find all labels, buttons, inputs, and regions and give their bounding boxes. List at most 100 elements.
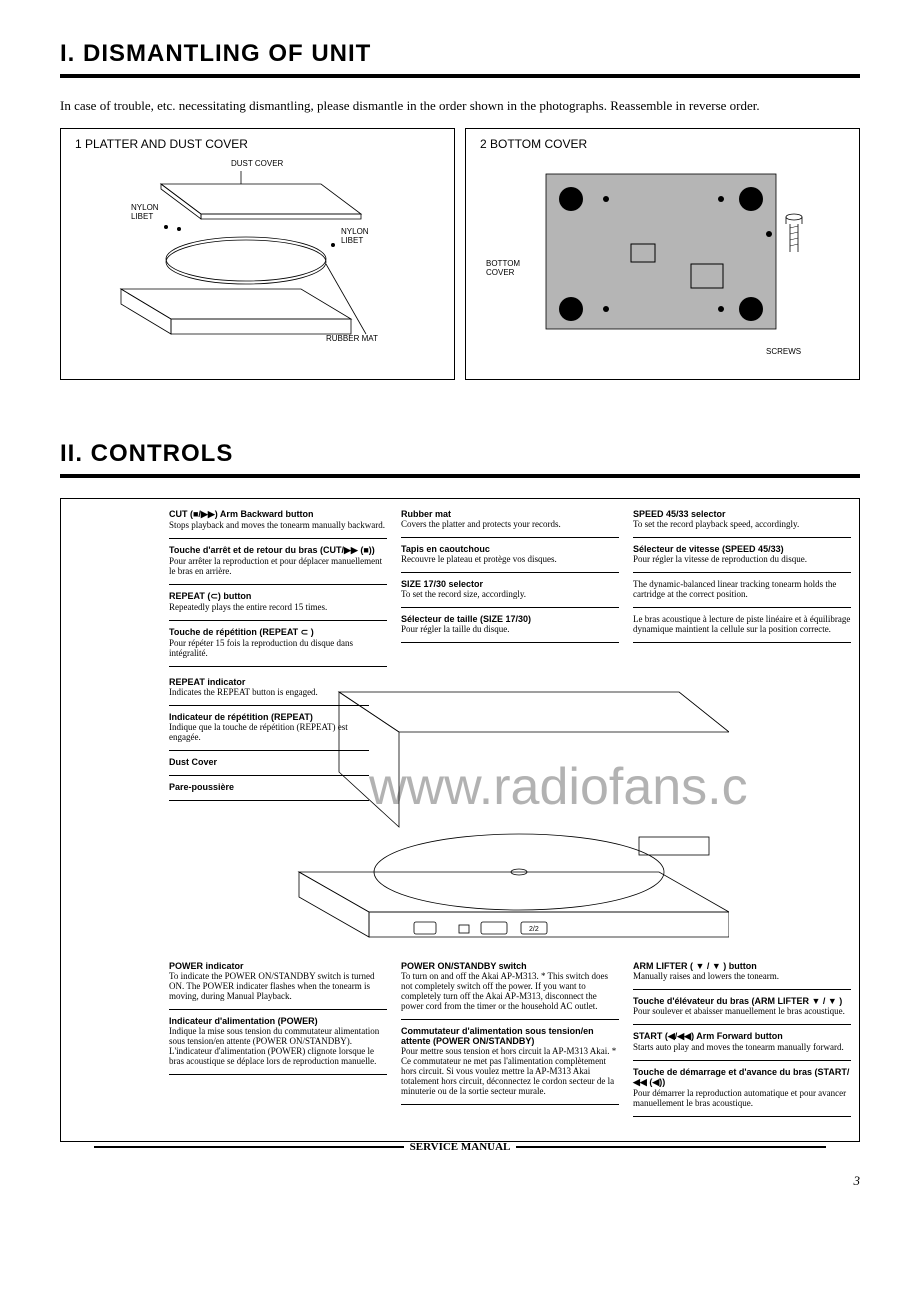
page-number: 3 [60, 1173, 860, 1189]
block-title: ARM LIFTER ( ▼ / ▼ ) button [633, 961, 851, 971]
thin-rule [401, 1019, 619, 1020]
block-text: Pour régler la taille du disque. [401, 624, 619, 634]
desc-block: ARM LIFTER ( ▼ / ▼ ) buttonManually rais… [633, 961, 851, 981]
block-title: Touche d'élévateur du bras (ARM LIFTER ▼… [633, 996, 851, 1006]
desc-block: Sélecteur de taille (SIZE 17/30)Pour rég… [401, 614, 619, 634]
desc-block: POWER indicatorTo indicate the POWER ON/… [169, 961, 387, 1001]
desc-block: Touche de démarrage et d'avance du bras … [633, 1067, 851, 1108]
label-screws: SCREWS [766, 347, 801, 356]
section2-title: II. CONTROLS [60, 440, 860, 468]
label-nylon-libet-2: NYLON LIBET [341, 227, 381, 245]
label-bottom-cover: BOTTOM COVER [486, 259, 536, 277]
block-text: The dynamic-balanced linear tracking ton… [633, 579, 851, 599]
block-title: POWER ON/STANDBY switch [401, 961, 619, 971]
block-title: Tapis en caoutchouc [401, 544, 619, 554]
diagram-1: 1 PLATTER AND DUST COVER [60, 128, 455, 380]
block-text: Covers the platter and protects your rec… [401, 519, 619, 529]
diagram-2: 2 BOTTOM COVER [465, 128, 860, 380]
desc-block: SIZE 17/30 selectorTo set the record siz… [401, 579, 619, 599]
desc-block: Le bras acoustique à lecture de piste li… [633, 614, 851, 634]
desc-block: POWER ON/STANDBY switchTo turn on and of… [401, 961, 619, 1011]
thin-rule [401, 1104, 619, 1105]
block-text: Pour mettre sous tension et hors circuit… [401, 1046, 619, 1096]
thin-rule [401, 537, 619, 538]
block-text: Stops playback and moves the tonearm man… [169, 520, 387, 530]
label-dust-cover: DUST COVER [231, 159, 283, 168]
block-text: Starts auto play and moves the tonearm m… [633, 1042, 851, 1052]
desc-block: Commutateur d'alimentation sous tension/… [401, 1026, 619, 1096]
diagrams-row: 1 PLATTER AND DUST COVER [60, 128, 860, 380]
service-manual-footer: SERVICE MANUAL [60, 1141, 860, 1153]
svg-text:2/2: 2/2 [529, 926, 539, 933]
desc-block: Sélecteur de vitesse (SPEED 45/33)Pour r… [633, 544, 851, 564]
block-text: Manually raises and lowers the tonearm. [633, 971, 851, 981]
block-title: Indicateur d'alimentation (POWER) [169, 1016, 387, 1026]
thin-rule [169, 584, 387, 585]
block-text: To turn on and off the Akai AP-M313. * T… [401, 971, 619, 1011]
bcol-1: POWER indicatorTo indicate the POWER ON/… [169, 961, 387, 1123]
desc-block: Tapis en caoutchoucRecouvre le plateau e… [401, 544, 619, 564]
turntable-drawing: 2/2 [199, 677, 729, 957]
block-title: Touche d'arrêt et de retour du bras (CUT… [169, 545, 387, 556]
block-title: SIZE 17/30 selector [401, 579, 619, 589]
block-title: Sélecteur de vitesse (SPEED 45/33) [633, 544, 851, 554]
block-text: Pour répéter 15 fois la reproduction du … [169, 638, 387, 658]
diagram1-title: 1 PLATTER AND DUST COVER [75, 137, 444, 151]
thin-rule [633, 607, 851, 608]
desc-block: Touche de répétition (REPEAT ⊂ )Pour rép… [169, 627, 387, 658]
block-text: Le bras acoustique à lecture de piste li… [633, 614, 851, 634]
col-1: CUT (■/▶▶) Arm Backward buttonStops play… [169, 509, 387, 673]
footer-text: SERVICE MANUAL [410, 1141, 511, 1153]
thin-rule [169, 666, 387, 667]
thin-rule [633, 989, 851, 990]
block-title: Rubber mat [401, 509, 619, 519]
block-title: Commutateur d'alimentation sous tension/… [401, 1026, 619, 1046]
thin-rule [169, 1009, 387, 1010]
block-text: To set the record playback speed, accord… [633, 519, 851, 529]
block-title: REPEAT (⊂) button [169, 591, 387, 602]
bcol-2: POWER ON/STANDBY switchTo turn on and of… [401, 961, 619, 1123]
col-3: SPEED 45/33 selectorTo set the record pl… [633, 509, 851, 673]
thin-rule [633, 572, 851, 573]
block-text: Pour démarrer la reproduction automatiqu… [633, 1088, 851, 1108]
block-text: Pour soulever et abaisser manuellement l… [633, 1006, 851, 1016]
thin-rule [633, 1024, 851, 1025]
block-text: Recouvre le plateau et protège vos disqu… [401, 554, 619, 564]
block-title: Touche de démarrage et d'avance du bras … [633, 1067, 851, 1088]
desc-block: Touche d'arrêt et de retour du bras (CUT… [169, 545, 387, 576]
block-text: Repeatedly plays the entire record 15 ti… [169, 602, 387, 612]
controls-body: CUT (■/▶▶) Arm Backward buttonStops play… [60, 498, 860, 1142]
platter-diagram [71, 159, 411, 359]
thin-rule [633, 537, 851, 538]
thin-rule [169, 538, 387, 539]
diagram2-title: 2 BOTTOM COVER [480, 137, 849, 151]
desc-block: SPEED 45/33 selectorTo set the record pl… [633, 509, 851, 529]
desc-block: Touche d'élévateur du bras (ARM LIFTER ▼… [633, 996, 851, 1016]
label-rubber-mat: RUBBER MAT [326, 334, 378, 343]
block-title: POWER indicator [169, 961, 387, 971]
block-title: START (◀/◀◀) Arm Forward button [633, 1031, 851, 1042]
rule [60, 74, 860, 78]
label-nylon-libet-1: NYLON LIBET [131, 203, 171, 221]
block-text: Indique la mise sous tension du commutat… [169, 1026, 387, 1066]
thin-rule [169, 620, 387, 621]
block-text: Pour régler la vitesse de reproduction d… [633, 554, 851, 564]
desc-block: START (◀/◀◀) Arm Forward buttonStarts au… [633, 1031, 851, 1052]
block-text: To set the record size, accordingly. [401, 589, 619, 599]
thin-rule [401, 572, 619, 573]
rule [60, 474, 860, 478]
desc-block: The dynamic-balanced linear tracking ton… [633, 579, 851, 599]
desc-block: Rubber matCovers the platter and protect… [401, 509, 619, 529]
block-title: Sélecteur de taille (SIZE 17/30) [401, 614, 619, 624]
block-text: Pour arrêter la reproduction et pour dép… [169, 556, 387, 576]
desc-block: Indicateur d'alimentation (POWER)Indique… [169, 1016, 387, 1066]
thin-rule [169, 1074, 387, 1075]
block-title: Touche de répétition (REPEAT ⊂ ) [169, 627, 387, 638]
desc-block: CUT (■/▶▶) Arm Backward buttonStops play… [169, 509, 387, 530]
thin-rule [633, 1060, 851, 1061]
mid-section: REPEAT indicatorIndicates the REPEAT but… [69, 677, 851, 957]
thin-rule [401, 642, 619, 643]
thin-rule [633, 1116, 851, 1117]
block-title: CUT (■/▶▶) Arm Backward button [169, 509, 387, 520]
section1-title: I. DISMANTLING OF UNIT [60, 40, 860, 68]
